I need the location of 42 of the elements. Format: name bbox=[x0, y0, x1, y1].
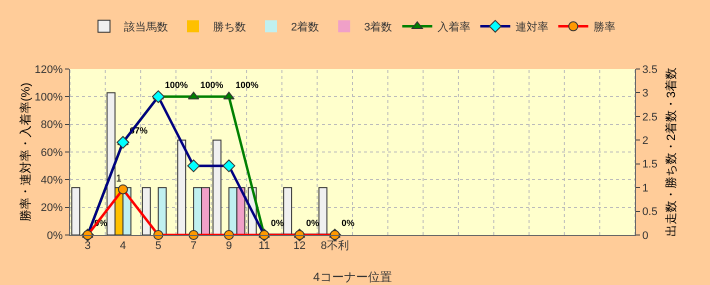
y2-tick-label: 1.5 bbox=[642, 158, 658, 171]
y-tick-label: 20% bbox=[40, 202, 64, 214]
y2-tick-label: 2.5 bbox=[642, 111, 658, 124]
data-label: 100% bbox=[164, 80, 188, 90]
y-tick-label: 40% bbox=[40, 174, 64, 187]
data-label: 1 bbox=[116, 174, 122, 185]
x-tick-label: 5 bbox=[155, 240, 162, 252]
bar bbox=[212, 140, 222, 235]
x-tick-label: 9 bbox=[226, 240, 232, 252]
legend-label: 3着数 bbox=[364, 20, 392, 34]
legend-label: 勝ち数 bbox=[213, 22, 246, 34]
legend-label: 勝率 bbox=[593, 20, 616, 34]
y2-tick-label: 3.5 bbox=[642, 64, 658, 76]
x-tick-label: 4 bbox=[120, 240, 126, 252]
x-axis-title: 4コーナー位置 bbox=[313, 270, 392, 284]
x-tick-label: 3 bbox=[84, 240, 91, 252]
legend-label: 入着率 bbox=[437, 20, 470, 34]
data-label: 0% bbox=[341, 218, 354, 228]
y-tick-label: 60% bbox=[40, 146, 64, 159]
y2-tick-label: 0.5 bbox=[642, 206, 658, 218]
y2-axis-title: 出走数・勝ち数・2着数・3着数 bbox=[664, 67, 678, 237]
bar bbox=[318, 187, 328, 235]
x-tick-label: 8不利 bbox=[320, 239, 349, 252]
legend-label: 2着数 bbox=[291, 20, 320, 34]
y2-tick-label: 3 bbox=[642, 88, 648, 100]
x-tick-label: 11 bbox=[258, 240, 270, 252]
y-tick-label: 100% bbox=[34, 92, 64, 104]
y-tick-label: 0% bbox=[46, 230, 64, 242]
y-axis-title: 勝率・連対率・入着率(%) bbox=[18, 82, 33, 222]
y-tick-label: 120% bbox=[34, 64, 64, 76]
x-tick-label: 7 bbox=[190, 240, 197, 252]
data-label: 100% bbox=[236, 80, 259, 90]
x-tick-label: 12 bbox=[293, 240, 306, 252]
legend-label: 該当馬数 bbox=[124, 20, 168, 34]
data-label: 100% bbox=[200, 80, 224, 90]
y2-tick-label: 1 bbox=[642, 182, 648, 194]
bar bbox=[142, 187, 151, 235]
y-tick-label: 80% bbox=[40, 119, 64, 132]
y2-tick-label: 2 bbox=[642, 134, 648, 147]
bar bbox=[283, 187, 292, 235]
y2-tick-label: 0 bbox=[642, 230, 648, 242]
legend-label: 連対率 bbox=[515, 20, 548, 34]
